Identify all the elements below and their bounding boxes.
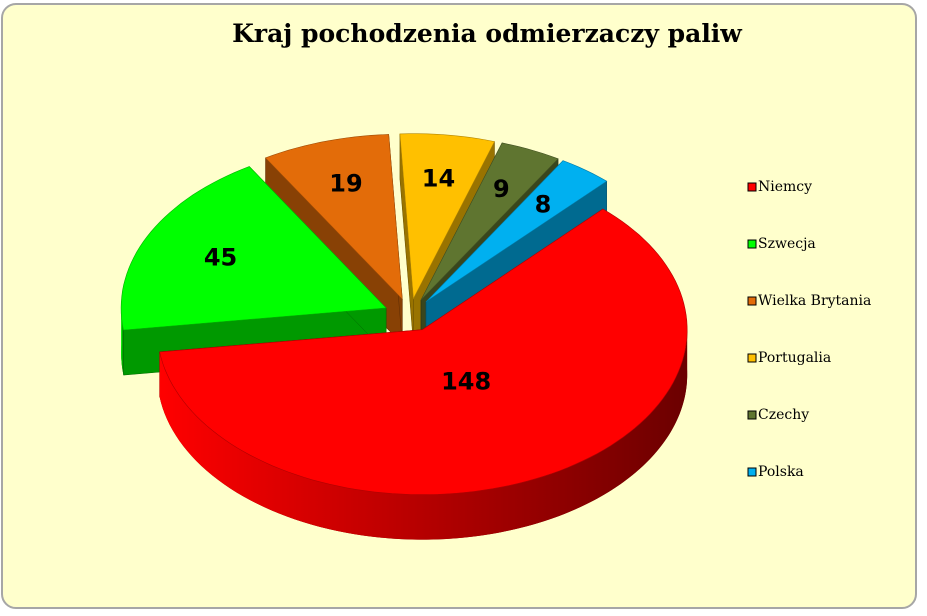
legend-swatch [747, 467, 757, 477]
legend-label: Niemcy [758, 179, 812, 195]
legend-swatch [747, 239, 757, 249]
chart-title: Kraj pochodzenia odmierzaczy paliw [232, 19, 743, 48]
legend-swatch [747, 353, 757, 363]
slice-top [159, 208, 688, 495]
legend-label: Czechy [758, 407, 809, 423]
slice-top [425, 160, 608, 303]
slice-outer-wall [159, 329, 688, 540]
legend-label: Wielka Brytania [758, 293, 871, 309]
data-label: 9 [493, 175, 510, 203]
legend-label: Portugalia [758, 350, 831, 366]
pie-slice [159, 208, 688, 540]
slice-top [420, 142, 559, 301]
data-label: 8 [535, 190, 552, 218]
data-label: 45 [204, 244, 237, 272]
data-label: 14 [422, 164, 455, 192]
legend-label: Polska [758, 464, 804, 480]
legend-swatch [747, 296, 757, 306]
data-label: 19 [329, 170, 362, 198]
slice-outer-wall [121, 307, 124, 376]
slice-top [399, 133, 495, 300]
slice-top [120, 166, 387, 331]
legend-swatch [747, 410, 757, 420]
slice-top [264, 134, 403, 301]
pie-slice [120, 165, 387, 376]
data-label: 148 [441, 368, 491, 396]
legend-label: Szwecja [758, 236, 816, 252]
legend-swatch [747, 182, 757, 192]
